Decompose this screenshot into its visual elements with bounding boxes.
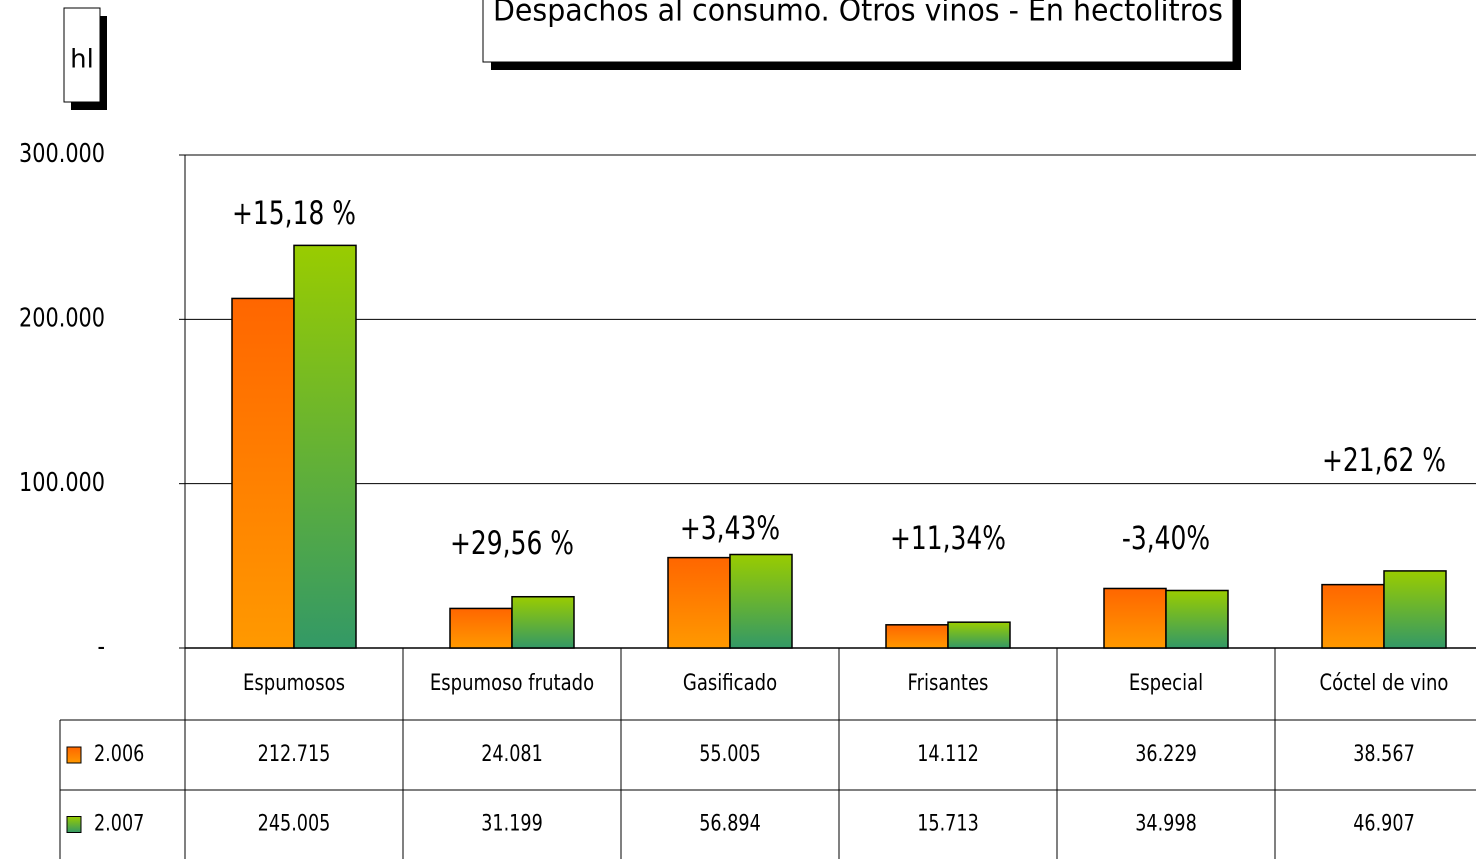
bar	[231, 297, 295, 649]
annotation: +11,34%	[890, 519, 1006, 557]
y-axis-label: hl	[70, 45, 94, 75]
table-value: 245.005	[258, 811, 331, 836]
y-tick-label: -	[97, 631, 105, 662]
table-value: 31.199	[481, 811, 543, 836]
table-value: 15.713	[917, 811, 979, 836]
bar	[729, 553, 793, 649]
table-value: 38.567	[1353, 741, 1415, 766]
table-value: 212.715	[258, 741, 331, 766]
bar	[1165, 589, 1229, 649]
legend-label: 2.007	[94, 811, 144, 836]
x-tick-label: Gasificado	[683, 669, 777, 695]
legend-swatch	[66, 746, 82, 764]
annotation: +29,56 %	[450, 524, 574, 562]
table-value: 34.998	[1135, 811, 1197, 836]
bar	[947, 621, 1011, 649]
annotation: +3,43%	[680, 509, 780, 547]
bar	[667, 556, 731, 649]
table-value: 56.894	[699, 811, 761, 836]
table-value: 55.005	[699, 741, 761, 766]
table-value: 24.081	[481, 741, 543, 766]
x-tick-label: Cóctel de vino	[1320, 669, 1449, 695]
legend-swatch	[66, 816, 82, 833]
annotation: +21,62 %	[1322, 441, 1446, 479]
table-value: 36.229	[1135, 741, 1197, 766]
chart-title: Despachos al consumo. Otros vinos - En h…	[493, 0, 1223, 29]
ylabel-box	[63, 7, 101, 103]
table-value: 46.907	[1353, 811, 1415, 836]
x-tick-label: Especial	[1129, 669, 1203, 695]
bar	[885, 624, 949, 649]
bar	[1321, 583, 1385, 649]
x-tick-label: Frisantes	[908, 669, 989, 695]
x-tick-label: Espumoso frutado	[430, 669, 594, 695]
bar	[1103, 587, 1167, 649]
y-tick-label: 200.000	[19, 302, 105, 333]
bar	[449, 607, 513, 649]
bar	[511, 595, 575, 649]
table-value: 14.112	[917, 741, 979, 766]
title-box	[482, 0, 1234, 63]
annotation: -3,40%	[1122, 519, 1210, 557]
bar	[1383, 570, 1447, 649]
x-tick-label: Espumosos	[243, 669, 345, 695]
annotation: +15,18 %	[232, 194, 356, 232]
bar	[293, 244, 357, 649]
y-tick-label: 300.000	[19, 138, 105, 169]
y-tick-label: 100.000	[19, 467, 105, 498]
legend-label: 2.006	[94, 741, 144, 766]
